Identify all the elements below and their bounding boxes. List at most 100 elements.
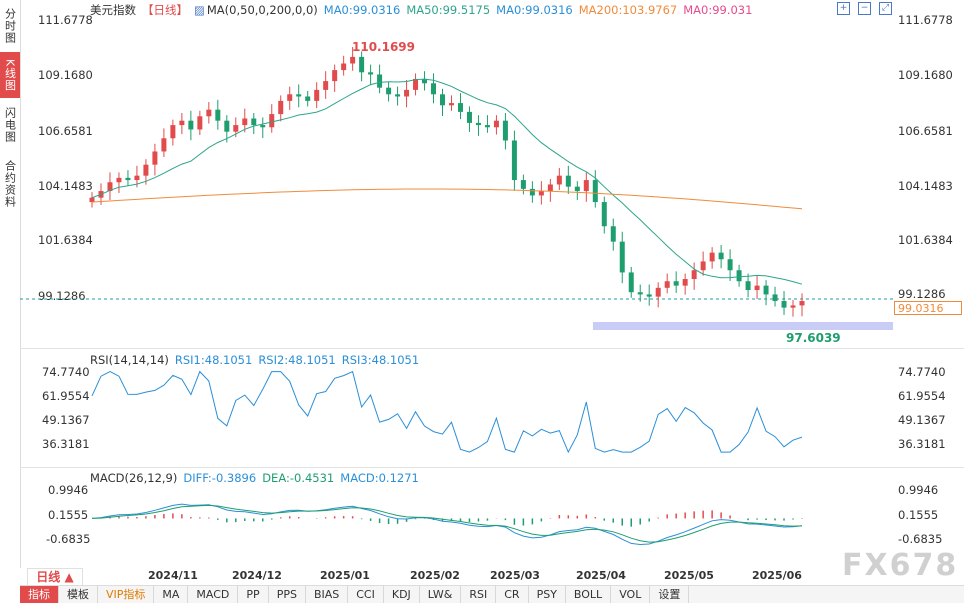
y-tick-right: 111.6778 [898,13,953,27]
candle-body [152,151,158,165]
ma-toggle-icon[interactable]: ▨ [194,3,205,17]
toolbar-indicators[interactable]: 指标 [20,586,59,603]
candle-body [278,100,284,115]
toolbar-lw[interactable]: LW& [420,586,462,603]
candle-body [790,305,796,308]
toolbar-settings[interactable]: 设置 [650,586,690,603]
toolbar-pp[interactable]: PP [238,586,269,603]
candle-body [682,279,688,286]
candle-body [457,103,463,112]
candle-body [377,74,383,88]
candle-body [359,56,365,73]
candle-body [709,252,715,262]
rsi-y-tick: 49.1367 [42,413,90,427]
tab-kline[interactable]: K线图 [0,52,20,98]
toolbar-template[interactable]: 模板 [59,586,98,603]
indicator-toolbar: 指标 模板 VIP指标 MA MACD PP PPS BIAS CCI KDJ … [20,585,964,603]
candle-body [161,138,167,152]
panel-divider [20,348,964,349]
toolbar-kdj[interactable]: KDJ [384,586,420,603]
collapse-icon[interactable]: − [858,2,871,15]
candle-body [664,281,670,288]
left-tab-bar: 分时图 K线图 闪电图 合约资料 [0,0,21,568]
tab-contract-info[interactable]: 合约资料 [3,160,17,208]
toolbar-pps[interactable]: PPS [269,586,306,603]
candle-body [296,94,302,97]
rsi-y-tick: 61.9554 [42,389,90,403]
toolbar-psy[interactable]: PSY [529,586,566,603]
candle-body [511,140,517,181]
diff-value: DIFF:-0.3896 [183,471,257,485]
candle-body [772,294,778,302]
rsi1-value: RSI1:48.1051 [174,353,253,367]
y-tick-left: 106.6581 [38,124,93,138]
maximize-icon[interactable]: ⤢ [879,2,892,15]
y-tick-right: 101.6384 [898,233,953,247]
rsi2-value: RSI2:48.1051 [258,353,336,367]
rsi-y-tick-right: 36.3181 [898,437,946,451]
ma-settings[interactable]: MA(0,50,0,200,0,0) [206,3,318,17]
candle-body [233,125,239,132]
candle-body [413,78,419,90]
ma0-value: MA0:99.0316 [323,3,401,17]
y-tick-left: 99.1286 [38,289,86,303]
rsi3-value: RSI3:48.1051 [341,353,420,367]
candle-body [341,63,347,71]
candle-body [592,180,598,203]
candle-body [655,287,661,297]
candle-body [736,270,742,282]
candle-body [448,103,454,106]
ma0-value-3: MA0:99.031 [683,3,753,17]
candle-body [601,202,607,227]
candle-body [179,120,185,126]
rsi-name[interactable]: RSI(14,14,14) [90,353,169,367]
toolbar-cr[interactable]: CR [496,586,529,603]
toolbar-vip-indicators[interactable]: VIP指标 [98,586,155,603]
tab-timeshare[interactable]: 分时图 [3,8,17,44]
toolbar-ma[interactable]: MA [154,586,189,603]
toolbar-boll[interactable]: BOLL [566,586,612,603]
candle-body [386,87,392,95]
candle-body [314,89,320,101]
dea-value: DEA:-0.4531 [262,471,335,485]
x-tick: 2024/11 [148,569,198,582]
low-label: 97.6039 [786,331,841,345]
candle-body [107,182,113,192]
tab-lightning[interactable]: 闪电图 [3,107,17,143]
toolbar-macd[interactable]: MACD [188,586,239,603]
macd-title: MACD(26,12,9) DIFF:-0.3896 DEA:-0.4531 MACD… [90,471,425,485]
toolbar-vol[interactable]: VOL [611,586,651,603]
toolbar-rsi[interactable]: RSI [461,586,497,603]
expand-icon[interactable]: + [837,2,850,15]
candle-body [260,125,266,128]
y-tick-left: 104.1483 [38,179,93,193]
rsi-line [91,370,803,454]
macd-y-tick: 0.9946 [48,483,89,497]
ma50-value: MA50:99.5175 [406,3,491,17]
candle-body [125,177,131,181]
candle-body [493,120,499,128]
candle-body [484,125,490,128]
candle-body [538,191,544,196]
toolbar-bias[interactable]: BIAS [306,586,349,603]
candle-body [475,122,481,126]
candle-body [269,114,275,128]
y-tick-left: 101.6384 [38,233,93,247]
macd-name[interactable]: MACD(26,12,9) [90,471,178,485]
last-price-tag: 99.0316 [894,301,962,315]
rsi-y-tick-right: 74.7740 [898,365,946,379]
rsi-y-tick: 74.7740 [42,365,90,379]
x-tick: 2025/02 [410,569,460,582]
high-label: 110.1699 [352,40,415,54]
candle-body [628,272,634,293]
candle-body [727,259,733,271]
rsi-y-tick-right: 49.1367 [898,413,946,427]
macd-value: MACD:0.1271 [340,471,419,485]
candle-body [134,175,140,181]
ma200-value: MA200:103.9767 [578,3,678,17]
candle-body [583,180,589,192]
candle-body [556,175,562,185]
toolbar-cci[interactable]: CCI [348,586,384,603]
period-selector[interactable]: 日线 ▲ [27,568,83,585]
